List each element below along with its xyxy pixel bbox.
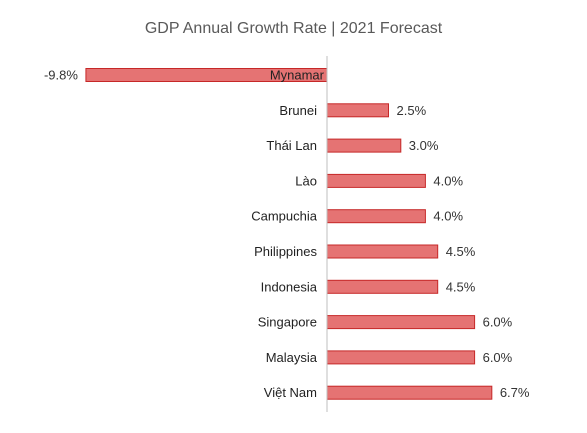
category-label-3: Lào	[295, 173, 317, 188]
value-label-2: 3.0%	[409, 138, 439, 153]
category-label-0: Mynamar	[270, 68, 325, 83]
value-label-6: 4.5%	[446, 279, 476, 294]
bar-9	[326, 385, 493, 400]
bar-7	[326, 315, 476, 330]
value-label-4: 4.0%	[433, 209, 463, 224]
value-label-7: 6.0%	[483, 315, 513, 330]
bar-3	[326, 173, 426, 188]
value-label-8: 6.0%	[483, 350, 513, 365]
category-label-8: Malaysia	[266, 350, 318, 365]
value-label-9: 6.7%	[500, 385, 530, 400]
bar-2	[326, 138, 402, 153]
category-label-1: Brunei	[279, 103, 317, 118]
bar-4	[326, 209, 426, 224]
category-label-6: Indonesia	[261, 279, 318, 294]
value-label-3: 4.0%	[433, 173, 463, 188]
bar-6	[326, 279, 439, 294]
category-label-4: Campuchia	[251, 209, 318, 224]
chart-title: GDP Annual Growth Rate | 2021 Forecast	[144, 20, 443, 37]
category-label-2: Thái Lan	[266, 138, 317, 153]
category-label-7: Singapore	[258, 315, 317, 330]
value-label-5: 4.5%	[446, 244, 476, 259]
bar-1	[326, 103, 389, 118]
category-label-9: Việt Nam	[264, 385, 317, 400]
category-label-5: Philippines	[254, 244, 317, 259]
bar-8	[326, 350, 476, 365]
bar-5	[326, 244, 439, 259]
value-label-1: 2.5%	[397, 103, 427, 118]
value-label-0: -9.8%	[44, 68, 78, 83]
